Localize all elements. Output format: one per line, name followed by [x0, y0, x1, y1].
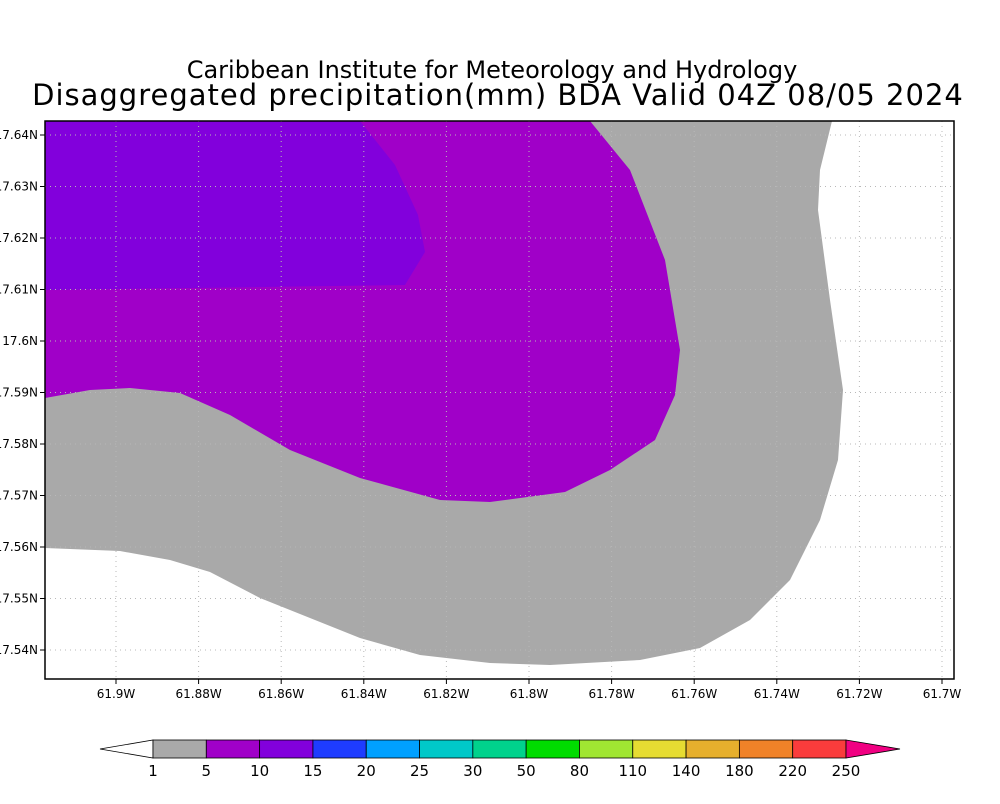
- colorbar-label: 20: [357, 762, 376, 780]
- title-line-2: Disaggregated precipitation(mm) BDA Vali…: [32, 78, 964, 112]
- map-frame: [44, 120, 955, 680]
- colorbar-swatch: [579, 739, 634, 759]
- y-tick-label: 17.62N: [0, 231, 38, 245]
- x-tick-label: 61.86W: [258, 687, 304, 701]
- y-tick-label: 17.54N: [0, 643, 38, 657]
- colorbar-swatch: [685, 739, 740, 759]
- colorbar-label: 10: [250, 762, 269, 780]
- colorbar-swatch: [792, 739, 847, 759]
- colorbar-label: 140: [672, 762, 701, 780]
- title-line-1: Caribbean Institute for Meteorology and …: [187, 56, 798, 84]
- graticule: [40, 121, 954, 684]
- x-tick-label: 61.74W: [754, 687, 800, 701]
- colorbar-swatch: [472, 739, 527, 759]
- colorbar-swatch: [152, 739, 207, 759]
- colorbar-label: 50: [517, 762, 536, 780]
- y-tick-label: 17.61N: [0, 283, 38, 297]
- colorbar-swatch: [632, 739, 687, 759]
- colorbar-label: 15: [303, 762, 322, 780]
- y-tick-label: 17.6N: [2, 334, 38, 348]
- colorbar-high-triangle: [845, 739, 901, 759]
- colorbar-label: 25: [410, 762, 429, 780]
- colorbar-label: 80: [570, 762, 589, 780]
- colorbar-label: 220: [778, 762, 807, 780]
- x-tick-label: 61.84W: [341, 687, 387, 701]
- x-tick-label: 61.82W: [423, 687, 469, 701]
- x-tick-label: 61.7W: [923, 687, 962, 701]
- colorbar-swatch: [738, 739, 794, 759]
- y-tick-label: 17.64N: [0, 128, 38, 142]
- colorbar-label: 30: [463, 762, 482, 780]
- x-tick-label: 61.88W: [175, 687, 221, 701]
- y-tick-label: 17.59N: [0, 386, 38, 400]
- x-tick-label: 61.8W: [510, 687, 549, 701]
- colorbar-label: 250: [832, 762, 861, 780]
- colorbar-swatch: [365, 739, 420, 759]
- x-tick-label: 61.76W: [671, 687, 717, 701]
- colorbar-swatch: [205, 739, 261, 759]
- y-tick-label: 17.58N: [0, 437, 38, 451]
- y-tick-label: 17.57N: [0, 489, 38, 503]
- colorbar-label: 5: [202, 762, 212, 780]
- colorbar-swatch: [525, 739, 580, 759]
- y-tick-label: 17.56N: [0, 540, 38, 554]
- colorbar-label: 180: [725, 762, 754, 780]
- colorbar-label: 1: [148, 762, 158, 780]
- colorbar-label: 110: [618, 762, 647, 780]
- precip-region-10-15: [45, 121, 425, 290]
- y-tick-label: 17.55N: [0, 592, 38, 606]
- x-tick-label: 61.72W: [836, 687, 882, 701]
- x-tick-label: 61.78W: [588, 687, 634, 701]
- x-tick-label: 61.9W: [97, 687, 136, 701]
- colorbar-swatch: [419, 739, 474, 759]
- map-area: [40, 120, 955, 684]
- colorbar-low-triangle: [99, 739, 154, 759]
- colorbar-swatch: [312, 739, 367, 759]
- colorbar-swatch: [259, 739, 314, 759]
- colorbar: 1 5 10 15 20 25 30 50 80 110 140 180 220 250: [99, 739, 901, 780]
- y-tick-label: 17.63N: [0, 180, 38, 194]
